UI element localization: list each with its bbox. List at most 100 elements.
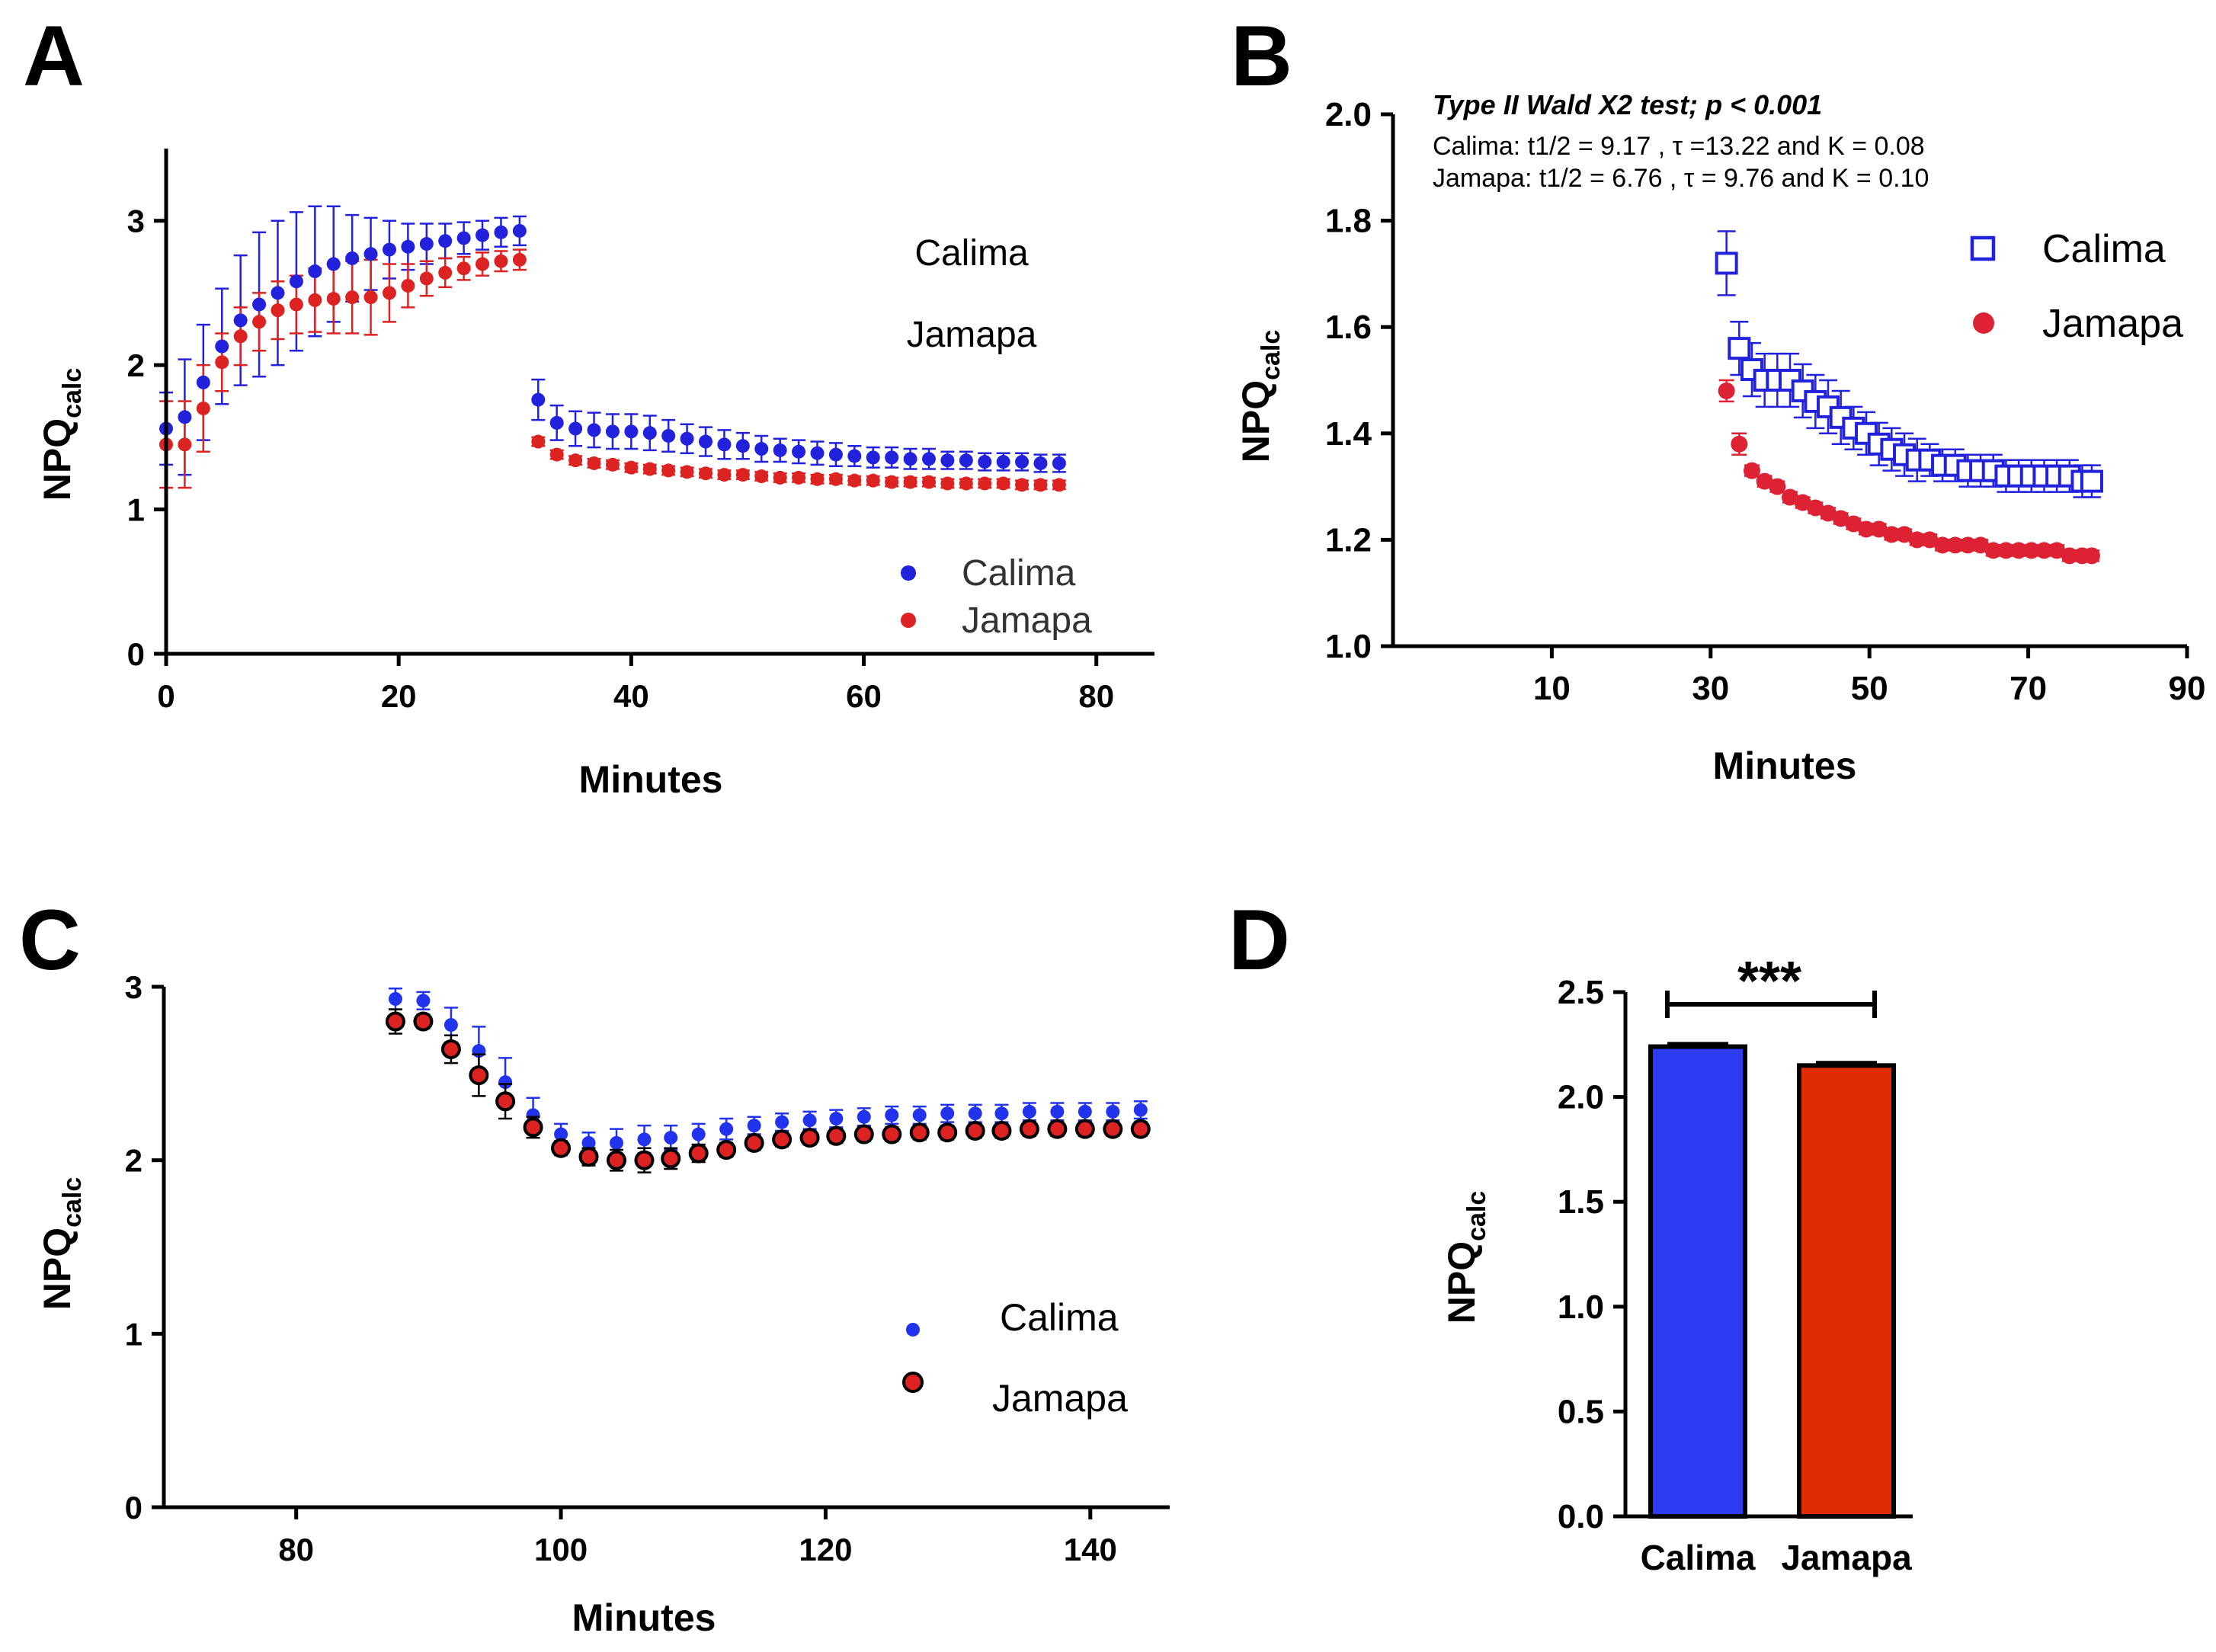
- panel-c-jamapa-point: [991, 1120, 1012, 1141]
- panel-b-calima-point: [1728, 337, 1751, 360]
- panel-b-jamapa-point: [1782, 488, 1798, 506]
- panel-c-jamapa-point: [826, 1125, 847, 1146]
- panel-a-y-tick-label: 2: [127, 347, 145, 383]
- panel-b-jamapa-point: [2022, 542, 2040, 559]
- panel-b-y-tick-label: 1.2: [1325, 521, 1372, 559]
- panel-a-jamapa-point: [363, 290, 378, 305]
- panel-c-calima-point: [498, 1075, 513, 1090]
- panel-c-jamapa-point: [1047, 1119, 1068, 1139]
- panel-b-y-tick-label: 1.6: [1325, 309, 1372, 346]
- panel-c-jamapa-point: [1130, 1119, 1151, 1139]
- panel-c-y-label: NPQcalc: [36, 1177, 87, 1311]
- panel-a-jamapa-point: [828, 472, 843, 486]
- panel-a-x-tick-label: 20: [381, 678, 417, 714]
- panel-c-jamapa-point: [495, 1091, 516, 1112]
- panel-b-jamapa-point: [1934, 536, 1952, 554]
- panel-b-jamapa-point: [2035, 542, 2053, 559]
- panel-a-jamapa-point: [792, 470, 806, 485]
- panel-a-calima-point: [959, 453, 973, 468]
- panel-b-jamapa-point: [2061, 547, 2078, 565]
- panel-c-jamapa-point: [523, 1117, 543, 1138]
- panel-a-calima-point: [792, 444, 806, 459]
- panel-c-calima-point: [1050, 1104, 1065, 1119]
- panel-a-jamapa-point: [885, 475, 899, 489]
- panel-a-jamapa-point: [680, 465, 694, 479]
- panel-a-jamapa-point: [215, 355, 229, 370]
- panel-a-jamapa-point: [494, 254, 508, 268]
- panel-c-calima-point: [968, 1106, 982, 1121]
- panel-c-jamapa-point: [634, 1150, 655, 1170]
- panel-a-y-tick-label: 3: [127, 203, 145, 239]
- panel-a-calima-point: [996, 455, 1010, 469]
- panel-a-jamapa-point: [754, 469, 769, 484]
- panel-b-jamapa-point: [1997, 542, 2015, 559]
- panel-c-calima-point: [775, 1115, 789, 1129]
- panel-a-jamapa-point: [568, 453, 583, 468]
- panel-d-y-tick-label: 1.5: [1558, 1183, 1604, 1221]
- panel-b-calima-point: [1715, 251, 1738, 275]
- panel-a-calima-point: [531, 392, 546, 407]
- panel-a-calima-point: [233, 313, 248, 328]
- panel-c-jamapa-point: [799, 1128, 820, 1148]
- panel-a-calima-point: [252, 297, 267, 312]
- panel-a-jamapa-point: [326, 292, 341, 306]
- panel-a-jamapa-point: [624, 460, 639, 475]
- panel-c-y-tick-label: 1: [125, 1316, 143, 1352]
- panel-c-x-tick-label: 140: [1064, 1532, 1117, 1567]
- panel-c-calima-point: [719, 1122, 734, 1136]
- panel-a-calima-point: [196, 375, 210, 389]
- panel-a: A 0 1 2 3 0 20 40 60 80 Minutes NPQcalc Calima J…: [23, 8, 1154, 801]
- panel-b-annotation-jamapa: Jamapa: t1/2 = 6.76 , τ = 9.76 and K = 0…: [1433, 164, 1929, 193]
- panel-c-calima-point: [1078, 1104, 1092, 1119]
- panel-a-calima-point: [494, 225, 508, 239]
- panel-c-calima-point: [388, 991, 402, 1006]
- panel-b-jamapa-point: [1984, 542, 2002, 559]
- panel-a-y-tick-label: 0: [127, 636, 145, 672]
- panel-a-calima-point: [587, 423, 601, 437]
- panel-a-jamapa-point: [959, 476, 973, 491]
- panel-c-jamapa-point: [772, 1129, 793, 1150]
- panel-b-y-tick-label: 2.0: [1325, 96, 1372, 133]
- panel-a-calima-point: [289, 274, 303, 289]
- panel-c-calima-point: [857, 1109, 871, 1124]
- panel-a-x-label: Minutes: [579, 758, 723, 801]
- panel-a-jamapa-point: [476, 257, 490, 271]
- panel-d-category-label: Jamapa: [1781, 1538, 1912, 1577]
- panel-c-jamapa-point: [607, 1150, 626, 1170]
- panel-a-jamapa-point: [996, 476, 1010, 491]
- panel-a-y-label: NPQcalc: [36, 368, 87, 501]
- panel-c-calima-point: [1106, 1104, 1120, 1119]
- panel-c-calima-point: [1133, 1103, 1148, 1117]
- panel-b-legend-jamapa-marker: [1973, 312, 1994, 334]
- panel-c-letter: C: [19, 892, 81, 988]
- panel-b-jamapa-point: [1794, 494, 1811, 511]
- panel-a-jamapa-point: [512, 252, 527, 267]
- panel-a-x-tick-label: 80: [1078, 678, 1114, 714]
- panel-a-calima-point: [512, 223, 527, 238]
- panel-a-jamapa-point: [178, 437, 192, 452]
- panel-c-jamapa-point: [688, 1143, 709, 1164]
- panel-d-y-tick-label: 1.0: [1558, 1289, 1604, 1326]
- panel-a-jamapa-point: [438, 265, 453, 280]
- panel-c-jamapa-point: [551, 1138, 572, 1158]
- panel-a-calima-point: [178, 410, 192, 424]
- panel-d: D 0.0 0.5 1.0 1.5 2.0 2.5 Calima Jamapa NPQcalc…: [1228, 892, 1913, 1577]
- panel-b-jamapa-point: [1883, 526, 1901, 543]
- panel-a-calima-point: [847, 449, 862, 463]
- panel-a-calima-point: [885, 450, 899, 465]
- panel-c-jamapa-point: [965, 1120, 985, 1141]
- panel-a-jamapa-point: [196, 401, 210, 415]
- panel-a-calima-point: [940, 453, 955, 468]
- panel-c-calima-point: [802, 1113, 817, 1128]
- panel-a-jamapa-point: [735, 468, 750, 482]
- panel-a-calima-point: [680, 431, 694, 446]
- panel-b-jamapa-point: [1921, 531, 1939, 549]
- panel-a-calima-point: [921, 452, 936, 466]
- panel-a-jamapa-point: [456, 261, 471, 276]
- panel-c-calima-point: [940, 1106, 955, 1121]
- panel-a-jamapa-point: [308, 293, 322, 307]
- panel-a-calima-point: [363, 247, 378, 261]
- panel-c-jamapa-point: [716, 1140, 737, 1161]
- panel-c-jamapa-point: [937, 1122, 958, 1143]
- panel-a-calima-point: [754, 442, 769, 456]
